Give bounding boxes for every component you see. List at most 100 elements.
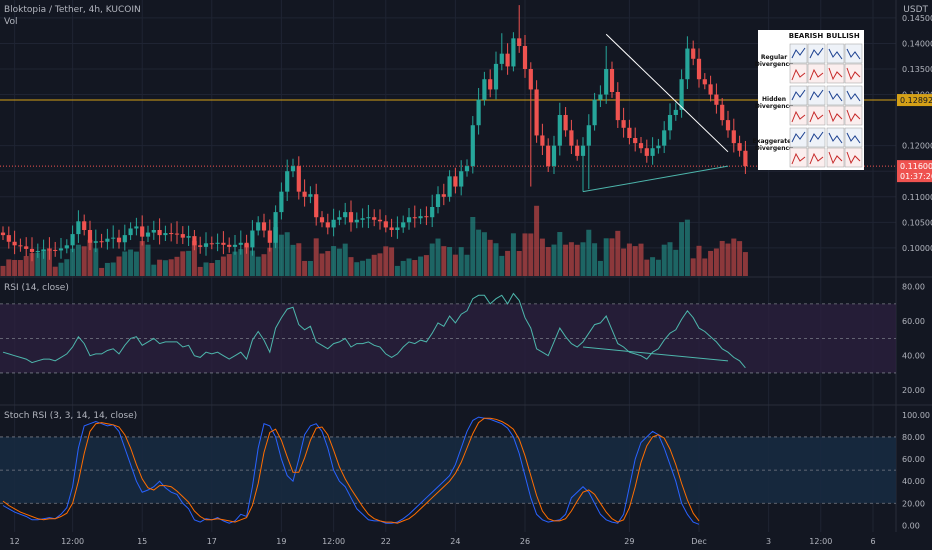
volume-bar	[638, 243, 644, 276]
candle-body	[325, 222, 330, 228]
volume-bar	[673, 249, 679, 276]
candle-body	[267, 230, 272, 243]
volume-bar	[371, 254, 377, 276]
volume-bar	[186, 250, 192, 276]
candle-body	[598, 94, 603, 100]
reference-price-sketch	[791, 131, 806, 143]
candle-body	[279, 191, 284, 213]
candle-body	[377, 219, 383, 222]
x-tick-label: 24	[450, 537, 460, 546]
volume-bar	[679, 222, 685, 276]
candle-body	[203, 243, 209, 247]
reference-price-sketch	[828, 132, 843, 144]
volume-bar	[52, 266, 58, 276]
volume-bar	[412, 260, 418, 276]
volume-bar	[104, 262, 110, 276]
reference-price-sketch	[828, 90, 843, 102]
candle-body	[522, 46, 528, 69]
volume-bar	[621, 248, 627, 276]
candle-body	[592, 99, 597, 126]
reference-osc-sketch	[809, 110, 824, 123]
chart-title: Bloktopia / Tether, 4h, KUCOIN	[4, 5, 141, 15]
candle-body	[215, 242, 220, 244]
volume-bar	[441, 246, 447, 276]
x-tick-label: 6	[870, 537, 875, 546]
candle-body	[41, 249, 46, 251]
x-tick-label: Dec	[691, 537, 706, 546]
candle-body	[488, 79, 493, 90]
reference-col-bullish: BULLISH	[826, 32, 860, 40]
volume-bar	[6, 259, 12, 276]
candle-body	[134, 226, 139, 229]
candle-body	[441, 194, 446, 197]
reference-row-label: Exaggerated	[753, 138, 796, 145]
candle-body	[174, 233, 180, 235]
volume-bar	[215, 260, 221, 276]
volume-bars	[0, 205, 748, 276]
volume-bar	[406, 258, 412, 276]
volume-bar	[615, 230, 621, 276]
volume-bar	[400, 260, 406, 276]
rsi-tick-label: 80.00	[902, 283, 925, 292]
volume-bar	[168, 259, 174, 276]
volume-bar	[667, 242, 673, 276]
price-tick-label: 0.135000	[902, 65, 932, 74]
volume-bar	[609, 238, 615, 276]
candle-body	[221, 242, 226, 245]
reference-cell	[826, 147, 845, 168]
volume-bar	[238, 249, 244, 276]
reference-cell	[844, 147, 863, 168]
candle-body	[621, 120, 626, 128]
volume-bar	[203, 262, 209, 276]
candles	[0, 5, 748, 262]
candle-body	[151, 230, 156, 233]
volume-bar	[197, 266, 203, 276]
candle-body	[372, 217, 377, 220]
candle-body	[691, 48, 696, 59]
stoch-tick-label: 0.00	[902, 521, 920, 530]
last-price-tag-bg	[897, 160, 932, 183]
volume-bar	[128, 249, 134, 276]
volume-bar	[557, 232, 563, 276]
candle-body	[12, 241, 17, 246]
candle-body	[563, 115, 568, 131]
candle-body	[180, 234, 185, 238]
volume-bar	[574, 244, 580, 276]
reference-osc-sketch	[846, 67, 861, 81]
volume-bar	[702, 258, 708, 276]
volume-bar	[377, 253, 383, 276]
candle-body	[708, 84, 713, 95]
candle-body	[662, 130, 667, 146]
volume-bar	[58, 262, 64, 276]
support-trendline	[582, 165, 729, 193]
volume-bar	[499, 255, 505, 276]
volume-bar	[325, 251, 331, 276]
volume-bar	[133, 251, 139, 276]
candle-body	[453, 176, 458, 187]
candle-body	[534, 89, 539, 136]
volume-bar	[180, 251, 186, 276]
volume-bar	[737, 241, 743, 276]
candle-body	[354, 219, 359, 223]
x-tick-label: 15	[137, 537, 147, 546]
volume-bar	[0, 265, 6, 276]
volume-bar	[81, 246, 87, 276]
reference-price-sketch	[846, 90, 861, 102]
candle-body	[557, 115, 562, 146]
volume-bar	[464, 254, 470, 276]
quote-currency: USDT	[903, 5, 928, 15]
volume-bar	[87, 239, 93, 276]
candle-body	[360, 218, 365, 220]
volume-bar	[580, 242, 586, 276]
volume-bar	[458, 247, 464, 276]
volume-bar	[273, 227, 279, 276]
candle-body	[186, 236, 191, 238]
volume-bar	[307, 260, 313, 276]
volume-bar	[70, 248, 76, 276]
countdown-label: 01:37:26	[900, 172, 932, 181]
reference-osc-sketch	[791, 152, 806, 165]
candle-body	[76, 221, 81, 235]
volume-bar	[534, 205, 540, 276]
